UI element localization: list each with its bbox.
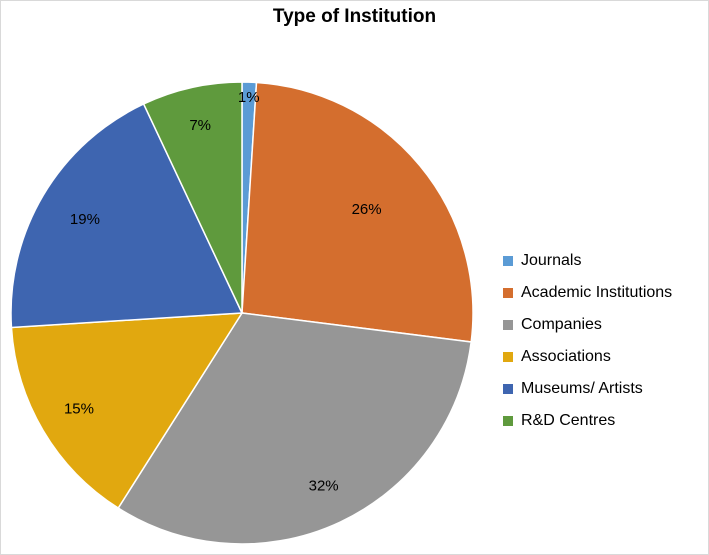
data-label: 26% xyxy=(352,201,382,218)
legend-label: Journals xyxy=(521,252,582,269)
chart-title: Type of Institution xyxy=(272,6,437,27)
legend: Journals Academic Institutions Companies As… xyxy=(503,245,672,437)
legend-label: Associations xyxy=(521,348,611,365)
legend-item: Journals xyxy=(503,245,672,277)
legend-item: Academic Institutions xyxy=(503,277,672,309)
pie-slice-associations xyxy=(10,312,244,510)
data-label: 1% xyxy=(238,89,260,106)
data-label: 15% xyxy=(64,400,94,417)
legend-label: Companies xyxy=(521,316,602,333)
legend-label: Museums/ Artists xyxy=(521,380,643,397)
pie-slice-r-d-centres xyxy=(142,81,243,314)
pie-slice-companies xyxy=(117,312,473,545)
data-label: 7% xyxy=(189,117,211,134)
legend-swatch xyxy=(503,352,513,362)
data-label: 19% xyxy=(70,211,100,228)
legend-item: Museums/ Artists xyxy=(503,373,672,405)
legend-swatch xyxy=(503,384,513,394)
pie-slice-academic-institutions xyxy=(241,81,474,343)
legend-swatch xyxy=(503,288,513,298)
legend-label: Academic Institutions xyxy=(521,284,673,301)
legend-item: Associations xyxy=(503,341,672,373)
legend-swatch xyxy=(503,416,513,426)
legend-swatch xyxy=(503,256,513,266)
legend-label: R&D Centres xyxy=(521,412,616,429)
legend-item: Companies xyxy=(503,309,672,341)
data-label: 32% xyxy=(309,477,339,494)
pie-slice-museums-artists xyxy=(10,102,244,329)
legend-swatch xyxy=(503,320,513,330)
legend-item: R&D Centres xyxy=(503,405,672,437)
